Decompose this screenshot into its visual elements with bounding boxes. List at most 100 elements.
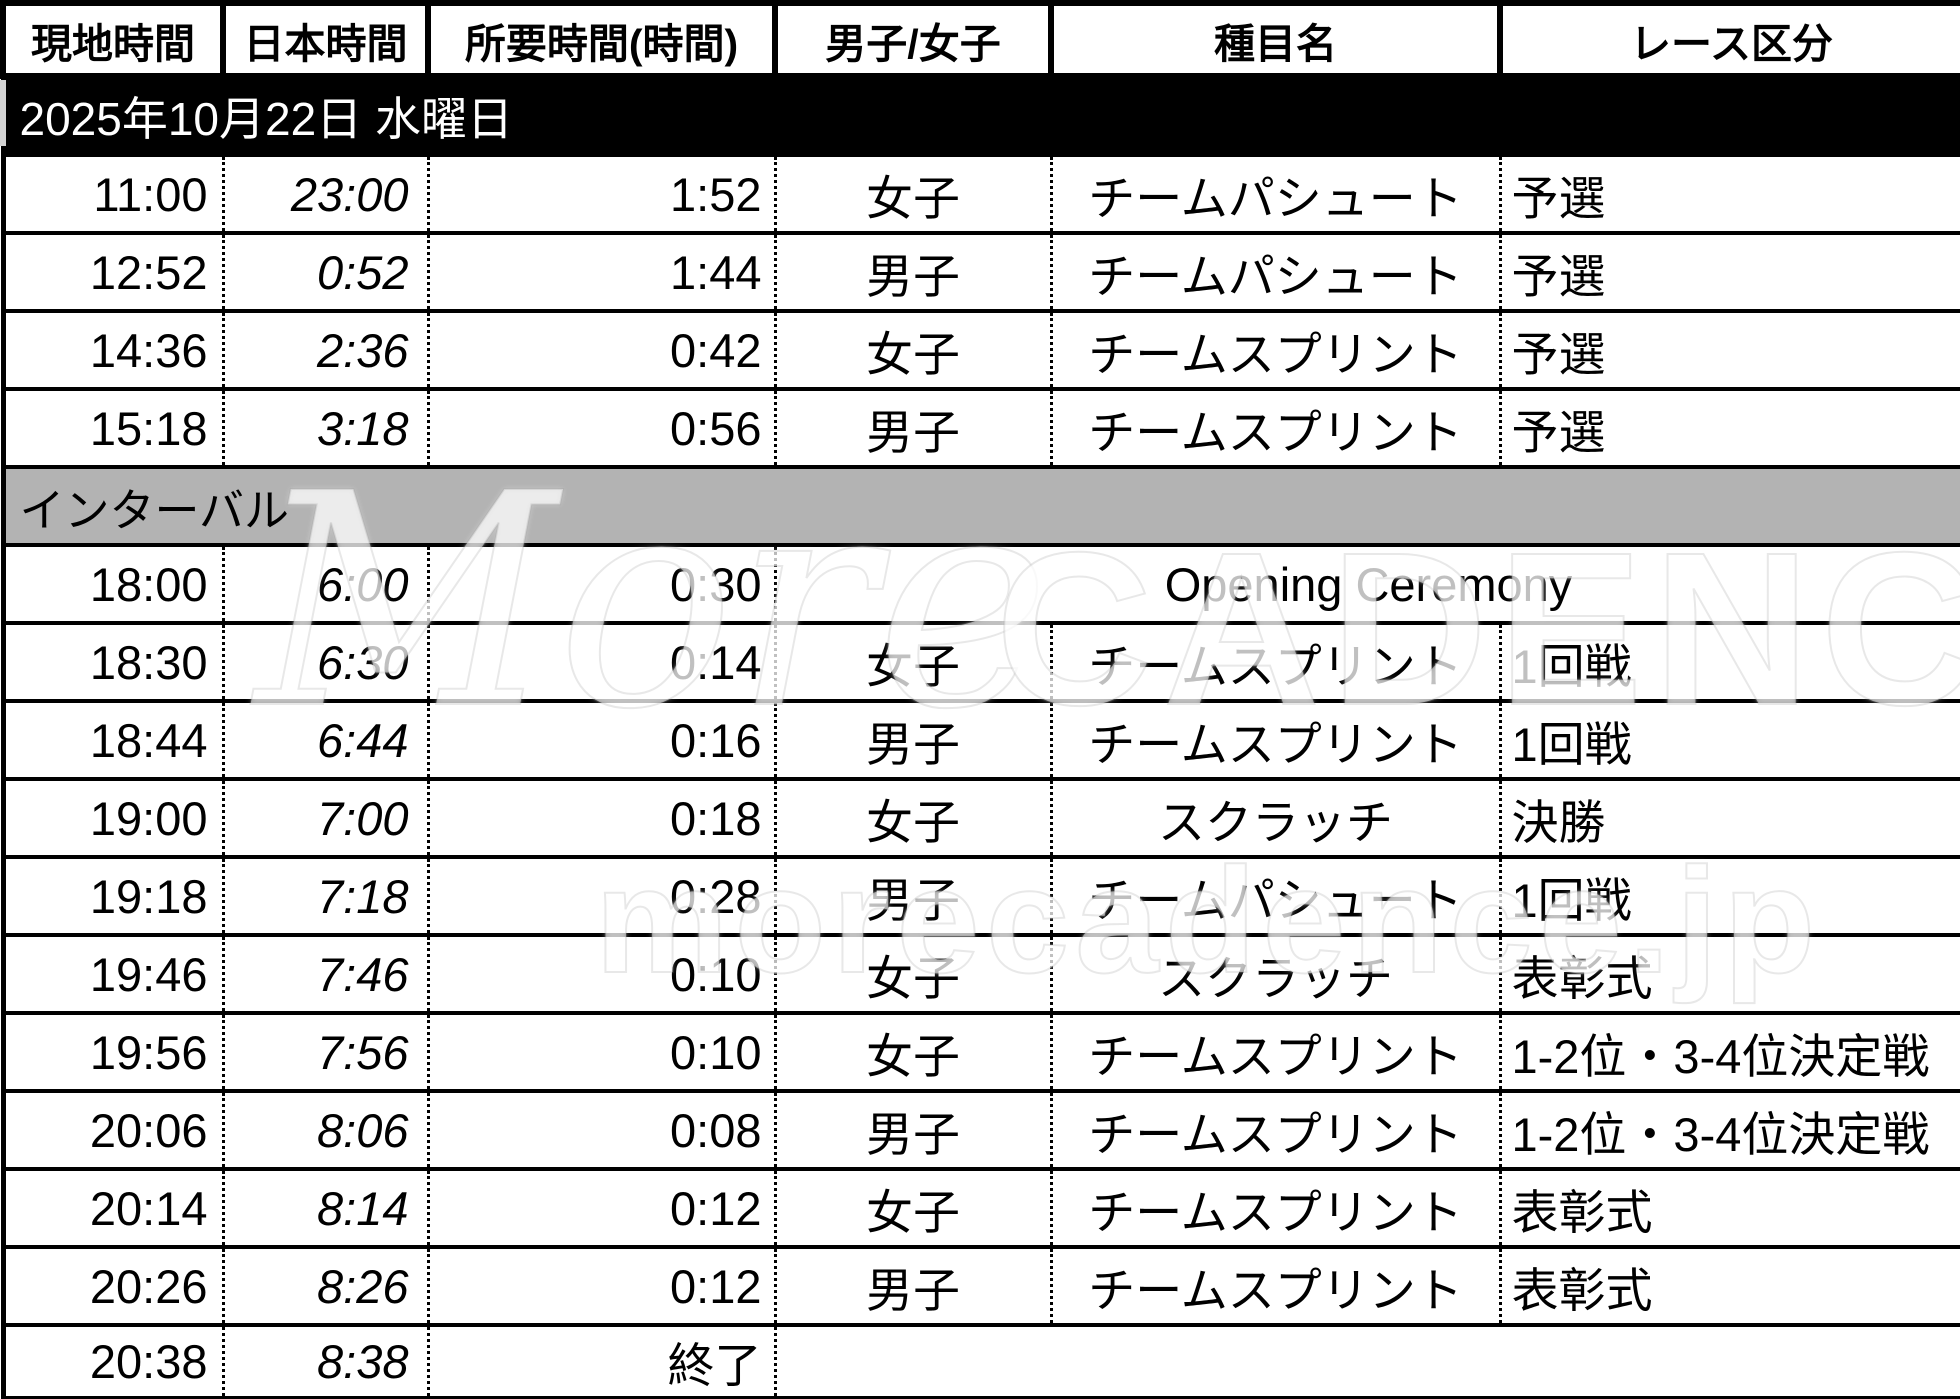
cell-gender: 男子 (773, 231, 1051, 311)
date-banner-row: 2025年10月22日 水曜日 (3, 76, 1960, 155)
cell-duration: 0:12 (426, 1167, 775, 1247)
cell-event-name: チームスプリント (1049, 387, 1500, 467)
cell-race-category: 表彰式 (1498, 933, 1960, 1013)
cell-local-time: 19:18 (3, 855, 223, 935)
cell-local-time: 20:26 (3, 1245, 223, 1325)
cell-local-time: 19:46 (3, 933, 223, 1013)
cell-local-time: 18:00 (3, 543, 223, 623)
cell-gender: 女子 (773, 1011, 1051, 1091)
cell-local-time: 18:30 (3, 621, 223, 701)
cell-duration: 0:18 (426, 777, 775, 857)
cell-japan-time: 8:38 (221, 1323, 428, 1399)
table-row: 18:44 6:44 0:16 男子 チームスプリント 1回戦 (3, 699, 1960, 779)
cell-duration: 0:08 (426, 1089, 775, 1169)
cell-duration: 0:30 (426, 543, 775, 623)
cell-empty (773, 1323, 1960, 1399)
cell-local-time: 11:00 (3, 153, 223, 233)
cell-event-name: チームスプリント (1049, 699, 1500, 779)
cell-ceremony-label: Opening Ceremony (773, 543, 1960, 623)
cell-event-name: チームパシュート (1049, 231, 1500, 311)
cell-duration: 0:12 (426, 1245, 775, 1325)
column-header-local-time: 現地時間 (0, 0, 226, 79)
cell-japan-time: 7:56 (221, 1011, 428, 1091)
cell-japan-time: 8:06 (221, 1089, 428, 1169)
column-header-duration: 所要時間(時間) (425, 0, 778, 79)
cell-local-time: 20:38 (3, 1323, 223, 1399)
cell-event-name: チームスプリント (1049, 1011, 1500, 1091)
table-row: 18:30 6:30 0:14 女子 チームスプリント 1回戦 (3, 621, 1960, 701)
cell-race-category: 表彰式 (1498, 1245, 1960, 1325)
cell-duration: 1:44 (426, 231, 775, 311)
cell-gender: 男子 (773, 1089, 1051, 1169)
cell-event-name: チームスプリント (1049, 1167, 1500, 1247)
cell-japan-time: 6:30 (221, 621, 428, 701)
column-header-gender: 男子/女子 (772, 0, 1054, 79)
cell-event-name: チームスプリント (1049, 309, 1500, 389)
header-row: 現地時間 日本時間 所要時間(時間) 男子/女子 種目名 レース区分 (0, 0, 1960, 79)
cell-race-category: 表彰式 (1498, 1167, 1960, 1247)
table-row: 19:00 7:00 0:18 女子 スクラッチ 決勝 (3, 777, 1960, 857)
cell-local-time: 18:44 (3, 699, 223, 779)
cell-gender: 女子 (773, 153, 1051, 233)
cell-gender: 女子 (773, 621, 1051, 701)
cell-japan-time: 7:46 (221, 933, 428, 1013)
cell-race-category: 予選 (1498, 153, 1960, 233)
column-header-race-category: レース区分 (1497, 0, 1960, 79)
cell-race-category: 1回戦 (1498, 621, 1960, 701)
left-edge-notch (0, 80, 6, 146)
cell-gender: 女子 (773, 1167, 1051, 1247)
cell-duration: 0:28 (426, 855, 775, 935)
column-header-japan-time: 日本時間 (220, 0, 431, 79)
cell-local-time: 19:56 (3, 1011, 223, 1091)
ceremony-row: 18:00 6:00 0:30 Opening Ceremony (3, 543, 1960, 623)
cell-local-time: 19:00 (3, 777, 223, 857)
table-row: 15:18 3:18 0:56 男子 チームスプリント 予選 (3, 387, 1960, 467)
end-row: 20:38 8:38 終了 (3, 1323, 1960, 1399)
cell-duration: 0:14 (426, 621, 775, 701)
table-row: 12:52 0:52 1:44 男子 チームパシュート 予選 (3, 231, 1960, 311)
cell-event-name: スクラッチ (1049, 777, 1500, 857)
cell-gender: 男子 (773, 1245, 1051, 1325)
cell-duration: 0:16 (426, 699, 775, 779)
cell-japan-time: 6:00 (221, 543, 428, 623)
cell-duration: 終了 (426, 1323, 775, 1399)
cell-duration: 0:56 (426, 387, 775, 467)
cell-event-name: チームスプリント (1049, 1089, 1500, 1169)
cell-gender: 男子 (773, 855, 1051, 935)
cell-japan-time: 3:18 (221, 387, 428, 467)
cell-local-time: 14:36 (3, 309, 223, 389)
cell-race-category: 1回戦 (1498, 699, 1960, 779)
cell-local-time: 15:18 (3, 387, 223, 467)
cell-event-name: チームパシュート (1049, 855, 1500, 935)
cell-duration: 0:10 (426, 933, 775, 1013)
cell-gender: 男子 (773, 387, 1051, 467)
cell-japan-time: 2:36 (221, 309, 428, 389)
table-row: 20:26 8:26 0:12 男子 チームスプリント 表彰式 (3, 1245, 1960, 1325)
cell-gender: 男子 (773, 699, 1051, 779)
table-row: 19:18 7:18 0:28 男子 チームパシュート 1回戦 (3, 855, 1960, 935)
cell-japan-time: 7:00 (221, 777, 428, 857)
cell-local-time: 20:14 (3, 1167, 223, 1247)
table-row: 20:14 8:14 0:12 女子 チームスプリント 表彰式 (3, 1167, 1960, 1247)
table-row: 19:46 7:46 0:10 女子 スクラッチ 表彰式 (3, 933, 1960, 1013)
cell-japan-time: 8:26 (221, 1245, 428, 1325)
cell-duration: 0:10 (426, 1011, 775, 1091)
cell-japan-time: 7:18 (221, 855, 428, 935)
cell-race-category: 決勝 (1498, 777, 1960, 857)
cell-duration: 1:52 (426, 153, 775, 233)
table-row: 14:36 2:36 0:42 女子 チームスプリント 予選 (3, 309, 1960, 389)
cell-race-category: 予選 (1498, 231, 1960, 311)
cell-race-category: 1-2位・3-4位決定戦 (1498, 1011, 1960, 1091)
cell-race-category: 予選 (1498, 309, 1960, 389)
cell-event-name: チームパシュート (1049, 153, 1500, 233)
table-row: 19:56 7:56 0:10 女子 チームスプリント 1-2位・3-4位決定戦 (3, 1011, 1960, 1091)
cell-japan-time: 8:14 (221, 1167, 428, 1247)
cell-local-time: 12:52 (3, 231, 223, 311)
cell-gender: 女子 (773, 933, 1051, 1013)
cell-race-category: 1回戦 (1498, 855, 1960, 935)
cell-gender: 女子 (773, 309, 1051, 389)
column-header-event-name: 種目名 (1048, 0, 1503, 79)
interval-banner: インターバル (3, 465, 1960, 545)
